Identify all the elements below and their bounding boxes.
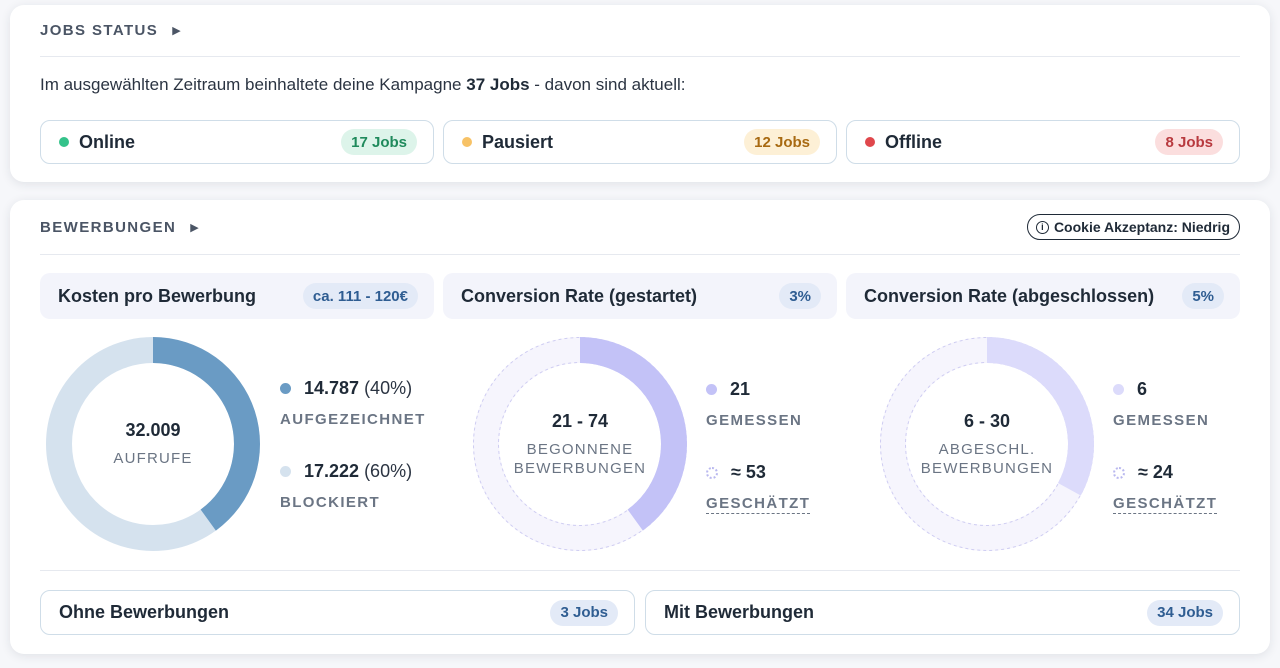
donut-value-segment: [987, 337, 1094, 496]
started-legend-estimated: ≈ 53 GESCHÄTZT: [706, 462, 811, 514]
jobs-status-title: JOBS STATUS: [40, 22, 159, 39]
measured-dot-icon: [706, 384, 717, 395]
donut-value-segment: [580, 337, 687, 531]
jobs-without-applications[interactable]: Ohne Bewerbungen 3 Jobs: [40, 590, 635, 635]
legend-label: AUFGEZEICHNET: [280, 411, 426, 428]
status-label: Online: [79, 131, 136, 152]
started-donut-svg: [473, 337, 687, 551]
metric-value-badge: 3%: [779, 283, 821, 309]
info-icon: i: [1035, 220, 1049, 234]
jobs-count-badge: 34 Jobs: [1147, 599, 1223, 626]
jobs-status-header: JOBS STATUS ▶: [40, 5, 1240, 57]
donut-center-value: 32.009: [125, 420, 181, 440]
legend-label[interactable]: GESCHÄTZT: [706, 495, 811, 514]
legend-label: GEMESSEN: [1113, 412, 1210, 429]
measured-dot-icon: [1113, 384, 1124, 395]
legend-label: BLOCKIERT: [280, 494, 381, 511]
metric-conversion-started: Conversion Rate (gestartet) 3%: [443, 273, 837, 319]
donut-center-value: 6 - 30: [963, 410, 1011, 431]
completed-donut-svg: [880, 337, 1094, 551]
views-legend-blocked: 17.222 (60%) BLOCKIERT: [280, 461, 440, 511]
status-paused[interactable]: Pausiert 12 Jobs: [443, 120, 837, 164]
legend-label[interactable]: GESCHÄTZT: [1113, 495, 1218, 514]
cookie-acceptance-badge[interactable]: i Cookie Akzeptanz: Niedrig: [1026, 214, 1240, 240]
bewerbungen-header: BEWERBUNGEN ▶ i Cookie Akzeptanz: Niedri…: [40, 200, 1240, 255]
completed-legend-measured: 6 GEMESSEN: [1113, 379, 1273, 429]
status-count-badge: 17 Jobs: [341, 129, 417, 155]
expand-arrow-icon[interactable]: ▶: [172, 25, 181, 37]
metric-value-badge: 5%: [1182, 283, 1224, 309]
metric-value-badge: ca. 111 - 120€: [302, 283, 418, 309]
bewerbungen-card: BEWERBUNGEN ▶ i Cookie Akzeptanz: Niedri…: [10, 200, 1270, 654]
views-donut-chart: 32.009 AUFRUFE: [45, 336, 261, 552]
paused-dot-icon: [462, 137, 472, 147]
completed-legend-estimated: ≈ 24 GESCHÄTZT: [1113, 462, 1218, 514]
status-online[interactable]: Online 17 Jobs: [40, 120, 434, 164]
expand-arrow-icon[interactable]: ▶: [190, 221, 199, 234]
donut-value-segment: [153, 337, 260, 531]
completed-applications-donut-chart: 6 - 30 ABGESCHL. BEWERBUNGEN: [879, 336, 1095, 552]
status-label: Offline: [885, 131, 942, 152]
recorded-dot-icon: [280, 383, 291, 394]
donut-center-label: ABGESCHL. BEWERBUNGEN: [920, 440, 1054, 477]
donut-center-label: BEGONNENE BEWERBUNGEN: [513, 440, 647, 477]
online-dot-icon: [59, 137, 69, 147]
metric-cost-per-application: Kosten pro Bewerbung ca. 111 - 120€: [40, 273, 434, 319]
offline-dot-icon: [865, 137, 875, 147]
jobs-total: 37 Jobs: [466, 75, 530, 94]
estimated-dot-icon: [706, 466, 718, 479]
jobs-with-applications[interactable]: Mit Bewerbungen 34 Jobs: [645, 590, 1240, 635]
views-donut-svg: [46, 337, 260, 551]
started-legend-measured: 21 GEMESSEN: [706, 379, 866, 429]
started-applications-donut-chart: 21 - 74 BEGONNENE BEWERBUNGEN: [472, 336, 688, 552]
legend-label: GEMESSEN: [706, 412, 803, 429]
donut-center-label: AUFRUFE: [113, 450, 193, 467]
jobs-count-badge: 3 Jobs: [550, 599, 618, 626]
bewerbungen-title: BEWERBUNGEN: [40, 218, 177, 236]
estimated-dot-icon: [1113, 466, 1125, 479]
status-count-badge: 8 Jobs: [1155, 129, 1223, 155]
donut-center-value: 21 - 74: [551, 410, 609, 431]
status-label: Pausiert: [482, 131, 554, 152]
jobs-status-card: JOBS STATUS ▶ Im ausgewählten Zeitraum b…: [10, 5, 1270, 182]
metric-conversion-completed: Conversion Rate (abgeschlossen) 5%: [846, 273, 1240, 319]
status-count-badge: 12 Jobs: [744, 129, 820, 155]
status-offline[interactable]: Offline 8 Jobs: [846, 120, 1240, 164]
divider: [40, 570, 1240, 571]
blocked-dot-icon: [280, 466, 291, 477]
jobs-intro-text: Im ausgewählten Zeitraum beinhaltete dei…: [40, 75, 686, 94]
views-legend: 14.787 (40%) AUFGEZEICHNET: [280, 378, 440, 428]
